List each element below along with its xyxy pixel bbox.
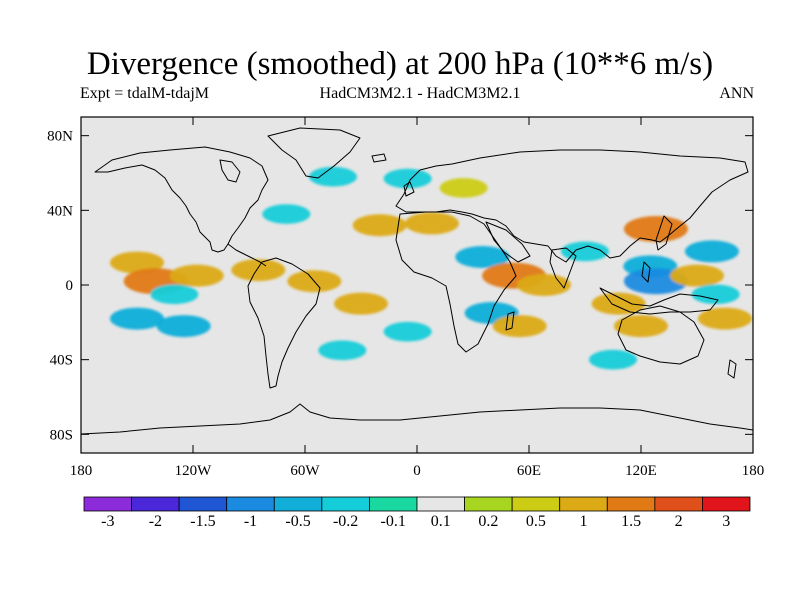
- models-label: HadCM3M2.1 - HadCM3M2.1: [319, 85, 521, 102]
- coast-africa: [395, 211, 517, 353]
- lat-tick-label: 80N: [47, 129, 73, 145]
- anomaly-patch: [561, 241, 609, 262]
- anomaly-patch: [150, 284, 199, 305]
- lat-tick-label: 40S: [50, 353, 73, 369]
- colorbar-swatch: [702, 496, 751, 512]
- anomaly-patch: [110, 251, 164, 274]
- anomaly-patch: [383, 168, 432, 189]
- anomaly-patch: [383, 321, 432, 342]
- colorbar-swatch: [464, 496, 513, 512]
- lat-tick-label: 0: [66, 278, 74, 294]
- coast-hudson-bay: [219, 159, 241, 183]
- colorbar-label: -0.2: [333, 513, 358, 530]
- lat-tick-label: 80S: [50, 427, 73, 443]
- colorbar-label: 3: [722, 513, 730, 530]
- colorbar-swatch: [654, 496, 703, 512]
- anomaly-patch: [169, 264, 224, 287]
- coast-arabia: [485, 221, 531, 263]
- colorbar-swatch: [416, 496, 465, 512]
- anomaly-patch: [404, 212, 459, 235]
- coast-iceland: [371, 153, 387, 163]
- anomaly-patch: [455, 246, 510, 268]
- anomaly-patch: [516, 274, 571, 296]
- coast-philippines: [641, 261, 651, 283]
- colorbar-label: 0.1: [431, 513, 451, 530]
- lon-tick-label: 60W: [290, 463, 320, 479]
- colorbar-label: 1: [580, 513, 588, 530]
- coast-indonesia: [599, 287, 719, 315]
- anomaly-patch: [684, 240, 739, 263]
- anomaly-patch: [231, 259, 286, 282]
- colorbar-swatch: [559, 496, 608, 512]
- coast-eurasia: [395, 149, 749, 263]
- lon-tick-label: 180: [742, 463, 765, 479]
- anomaly-patch: [614, 315, 668, 338]
- coast-australia: [617, 305, 705, 365]
- anomaly-patch: [439, 178, 488, 198]
- colorbar-swatch: [273, 496, 323, 512]
- colorbar-swatch: [83, 496, 132, 512]
- colorbar-swatch: [226, 496, 275, 512]
- season-label: ANN: [719, 85, 754, 102]
- coast-greenland: [267, 127, 361, 179]
- colorbar-label: -0.1: [381, 513, 406, 530]
- anomaly-patch: [698, 307, 752, 330]
- colorbar-swatch: [321, 496, 370, 512]
- coastlines: [81, 127, 753, 435]
- anomaly-patch: [110, 307, 164, 330]
- colorbar-swatch: [606, 496, 656, 512]
- colorbar-label: 1.5: [621, 513, 641, 530]
- anomaly-patch: [318, 340, 367, 361]
- anomaly-patch: [156, 315, 211, 338]
- anomaly-patch: [352, 214, 407, 237]
- coast-new-zealand: [727, 359, 737, 379]
- coast-india: [549, 247, 577, 289]
- anomaly-patch: [334, 292, 388, 315]
- anomaly-patch: [623, 216, 688, 242]
- lon-tick-label: 0: [413, 463, 421, 479]
- colorbar-label: 0.2: [478, 513, 498, 530]
- anomaly-patch: [492, 315, 547, 338]
- longitude-axis: 180 120W 60W 0 60E 120E 180: [70, 117, 765, 479]
- lat-tick-label: 40N: [47, 203, 73, 219]
- coast-south-america: [247, 257, 321, 389]
- coast-north-america: [94, 146, 269, 253]
- colorbar: -3 -2 -1.5 -1 -0.5 -0.2 -0.1 0.1 0.2 0.5 1 1.5 2 3: [83, 496, 751, 530]
- lon-tick-label: 120E: [625, 463, 657, 479]
- coast-antarctica: [81, 403, 753, 435]
- colorbar-label: -0.5: [285, 513, 310, 530]
- colorbar-label: -3: [101, 513, 114, 530]
- colorbar-swatch: [369, 496, 418, 512]
- experiment-label: Expt = tdalM-tdajM: [80, 85, 210, 102]
- lon-tick-label: 180: [70, 463, 93, 479]
- anomaly-patch: [309, 166, 357, 187]
- colorbar-swatch: [511, 496, 561, 512]
- colorbar-label: -1.5: [190, 513, 215, 530]
- anomaly-patch: [262, 204, 311, 224]
- colorbar-label: -2: [149, 513, 162, 530]
- anomaly-patch: [691, 284, 740, 305]
- lon-tick-label: 120W: [175, 463, 213, 479]
- anomaly-patch: [589, 349, 637, 370]
- anomaly-patch: [670, 264, 724, 287]
- colorbar-label: 0.5: [526, 513, 546, 530]
- chart-title: Divergence (smoothed) at 200 hPa (10**6 …: [86, 46, 714, 82]
- colorbar-label: -1: [244, 513, 257, 530]
- latitude-axis: 80N 40N 0 40S 80S: [47, 129, 753, 443]
- lon-tick-label: 60E: [517, 463, 541, 479]
- colorbar-swatch: [131, 496, 180, 512]
- coast-madagascar: [505, 311, 515, 331]
- colorbar-swatch: [178, 496, 228, 512]
- coast-japan: [655, 215, 673, 251]
- coast-british-isles: [403, 181, 415, 197]
- anomaly-patch: [591, 292, 646, 315]
- colorbar-label: 2: [675, 513, 683, 530]
